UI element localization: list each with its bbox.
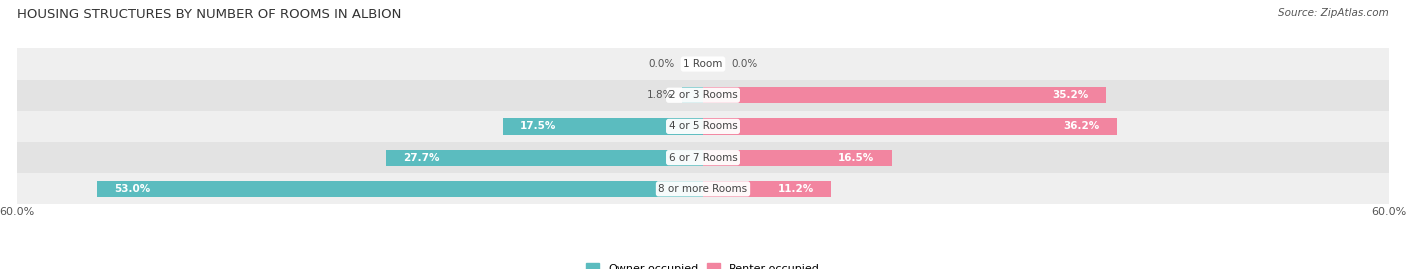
Text: 8 or more Rooms: 8 or more Rooms (658, 184, 748, 194)
Bar (703, 118, 1116, 134)
Text: HOUSING STRUCTURES BY NUMBER OF ROOMS IN ALBION: HOUSING STRUCTURES BY NUMBER OF ROOMS IN… (17, 8, 401, 21)
Bar (682, 87, 703, 103)
Text: 1.8%: 1.8% (647, 90, 673, 100)
Text: 27.7%: 27.7% (404, 153, 440, 163)
Bar (17, 142, 1389, 173)
Text: 17.5%: 17.5% (520, 121, 557, 132)
Text: 36.2%: 36.2% (1063, 121, 1099, 132)
Bar (503, 118, 703, 134)
Text: 6 or 7 Rooms: 6 or 7 Rooms (669, 153, 737, 163)
Bar (703, 87, 1105, 103)
Text: 2 or 3 Rooms: 2 or 3 Rooms (669, 90, 737, 100)
Text: Source: ZipAtlas.com: Source: ZipAtlas.com (1278, 8, 1389, 18)
Text: 11.2%: 11.2% (778, 184, 814, 194)
Bar (97, 181, 703, 197)
Bar (17, 111, 1389, 142)
Text: 53.0%: 53.0% (114, 184, 150, 194)
Text: 0.0%: 0.0% (731, 59, 758, 69)
Text: 16.5%: 16.5% (838, 153, 875, 163)
Bar (703, 150, 891, 166)
Legend: Owner-occupied, Renter-occupied: Owner-occupied, Renter-occupied (586, 263, 820, 269)
Bar (17, 80, 1389, 111)
Text: 4 or 5 Rooms: 4 or 5 Rooms (669, 121, 737, 132)
Text: 0.0%: 0.0% (648, 59, 675, 69)
Bar (17, 173, 1389, 204)
Bar (703, 181, 831, 197)
Bar (387, 150, 703, 166)
Text: 35.2%: 35.2% (1052, 90, 1088, 100)
Text: 1 Room: 1 Room (683, 59, 723, 69)
Bar (17, 48, 1389, 80)
